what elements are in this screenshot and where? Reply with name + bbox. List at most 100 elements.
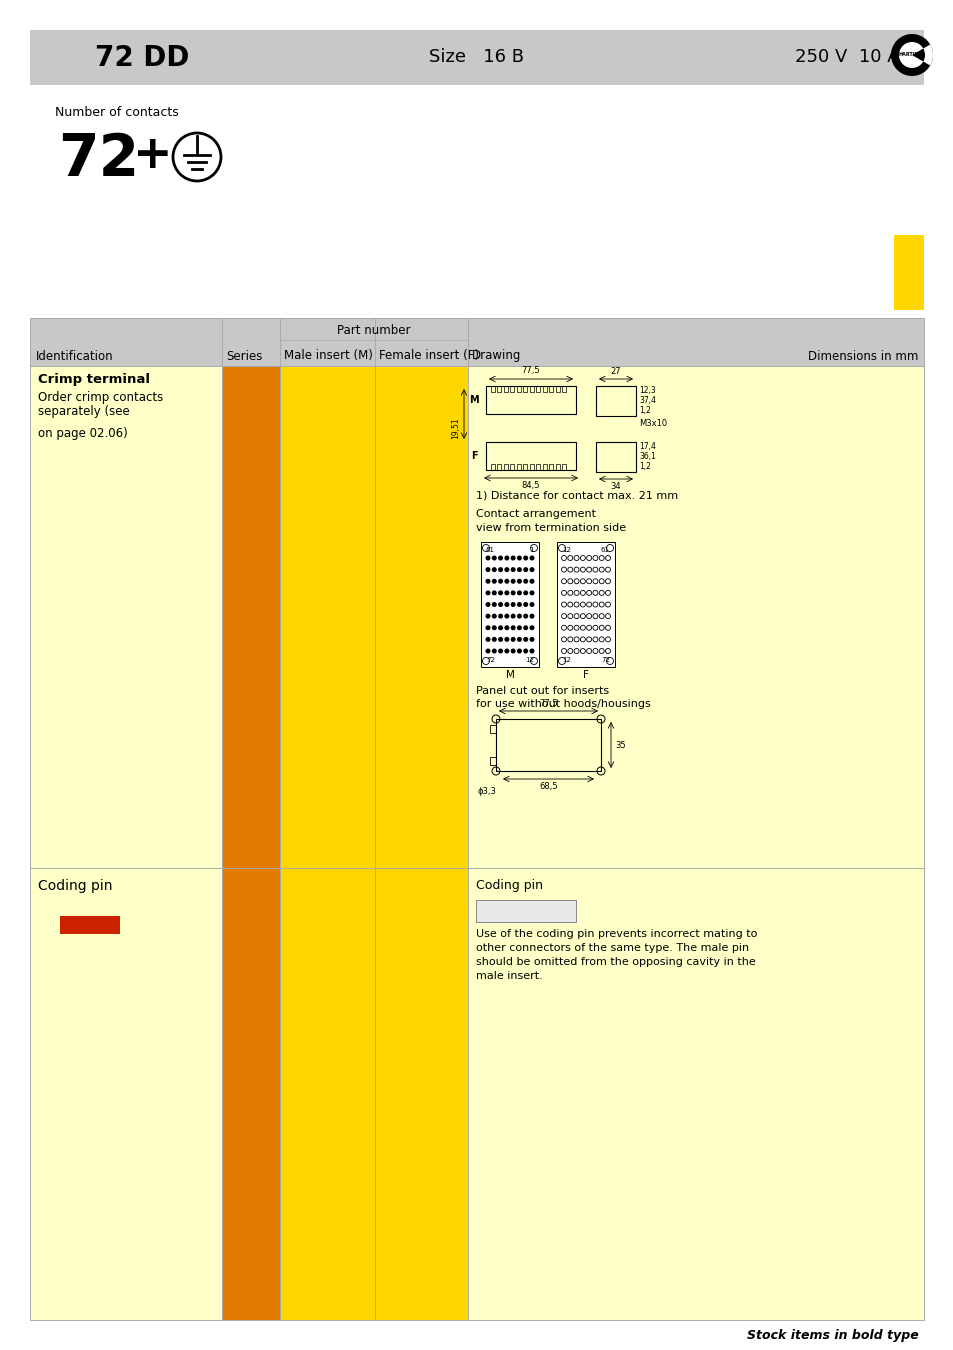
- Text: ϕ3,3: ϕ3,3: [477, 787, 497, 796]
- Circle shape: [579, 579, 585, 583]
- Circle shape: [497, 614, 502, 618]
- Circle shape: [522, 602, 528, 608]
- Bar: [530, 386, 534, 391]
- Circle shape: [517, 590, 521, 595]
- Text: 84,5: 84,5: [521, 481, 539, 490]
- Text: 61: 61: [600, 547, 609, 553]
- Circle shape: [567, 648, 572, 653]
- Bar: [542, 464, 546, 470]
- Bar: [222, 366, 280, 868]
- Bar: [30, 868, 222, 1320]
- Circle shape: [586, 637, 591, 641]
- Circle shape: [561, 555, 566, 560]
- Bar: [497, 386, 501, 391]
- Circle shape: [497, 590, 502, 595]
- Text: Identification: Identification: [36, 350, 113, 363]
- Circle shape: [504, 555, 509, 560]
- Bar: [485, 386, 576, 414]
- Circle shape: [497, 637, 502, 641]
- Text: 1,2: 1,2: [639, 462, 650, 471]
- Text: 1) Distance for contact max. 21 mm: 1) Distance for contact max. 21 mm: [476, 491, 678, 501]
- Circle shape: [522, 614, 528, 618]
- Circle shape: [598, 637, 603, 641]
- Bar: [468, 868, 923, 1320]
- Circle shape: [593, 614, 598, 618]
- Bar: [893, 235, 923, 310]
- Circle shape: [598, 579, 603, 583]
- Circle shape: [574, 579, 578, 583]
- Circle shape: [504, 579, 509, 583]
- Text: M: M: [505, 670, 514, 680]
- Text: Part number: Part number: [337, 324, 411, 338]
- Text: male insert.: male insert.: [476, 971, 542, 981]
- Circle shape: [497, 579, 502, 583]
- Circle shape: [522, 579, 528, 583]
- Bar: [222, 868, 280, 1320]
- Text: view from termination side: view from termination side: [476, 522, 625, 533]
- Circle shape: [517, 579, 521, 583]
- Text: 12: 12: [561, 657, 570, 663]
- Text: Contact arrangement: Contact arrangement: [476, 509, 596, 518]
- Circle shape: [586, 625, 591, 630]
- Circle shape: [586, 602, 591, 608]
- Circle shape: [593, 625, 598, 630]
- Bar: [523, 386, 527, 391]
- Circle shape: [504, 567, 509, 572]
- Circle shape: [574, 648, 578, 653]
- Circle shape: [890, 34, 932, 76]
- Circle shape: [598, 555, 603, 560]
- Bar: [523, 464, 527, 470]
- Text: 250 V  10 A: 250 V 10 A: [794, 49, 899, 66]
- Circle shape: [561, 637, 566, 641]
- Bar: [510, 464, 514, 470]
- Bar: [530, 464, 534, 470]
- Circle shape: [605, 590, 610, 595]
- Bar: [517, 386, 520, 391]
- Circle shape: [504, 590, 509, 595]
- Text: Series: Series: [226, 350, 262, 363]
- Circle shape: [491, 625, 497, 630]
- Circle shape: [579, 555, 585, 560]
- Circle shape: [529, 567, 534, 572]
- Circle shape: [586, 648, 591, 653]
- Circle shape: [574, 614, 578, 618]
- Circle shape: [517, 555, 521, 560]
- Bar: [491, 386, 495, 391]
- Circle shape: [561, 625, 566, 630]
- Text: Number of contacts: Number of contacts: [55, 105, 178, 119]
- Circle shape: [898, 42, 924, 68]
- Circle shape: [504, 614, 509, 618]
- Circle shape: [605, 579, 610, 583]
- Circle shape: [605, 614, 610, 618]
- Circle shape: [586, 579, 591, 583]
- Text: separately (see: separately (see: [38, 405, 130, 418]
- Text: 72: 72: [485, 657, 495, 663]
- Circle shape: [606, 544, 613, 552]
- Circle shape: [529, 614, 534, 618]
- Text: 1: 1: [529, 547, 534, 553]
- Text: 72: 72: [58, 131, 139, 189]
- Text: M3x10: M3x10: [639, 420, 666, 428]
- Circle shape: [522, 590, 528, 595]
- Circle shape: [491, 602, 497, 608]
- Text: 61: 61: [485, 547, 495, 553]
- Circle shape: [529, 555, 534, 560]
- Bar: [476, 900, 576, 922]
- Circle shape: [579, 602, 585, 608]
- Text: Order crimp contacts: Order crimp contacts: [38, 392, 163, 405]
- Circle shape: [504, 648, 509, 653]
- Circle shape: [517, 625, 521, 630]
- Circle shape: [561, 602, 566, 608]
- Text: M: M: [469, 396, 478, 405]
- Circle shape: [522, 637, 528, 641]
- Bar: [491, 464, 495, 470]
- Circle shape: [510, 637, 516, 641]
- Bar: [557, 541, 615, 667]
- Circle shape: [593, 555, 598, 560]
- Circle shape: [510, 555, 516, 560]
- Circle shape: [491, 555, 497, 560]
- Text: Female insert (F): Female insert (F): [378, 350, 478, 363]
- Circle shape: [510, 579, 516, 583]
- Circle shape: [567, 614, 572, 618]
- Circle shape: [593, 637, 598, 641]
